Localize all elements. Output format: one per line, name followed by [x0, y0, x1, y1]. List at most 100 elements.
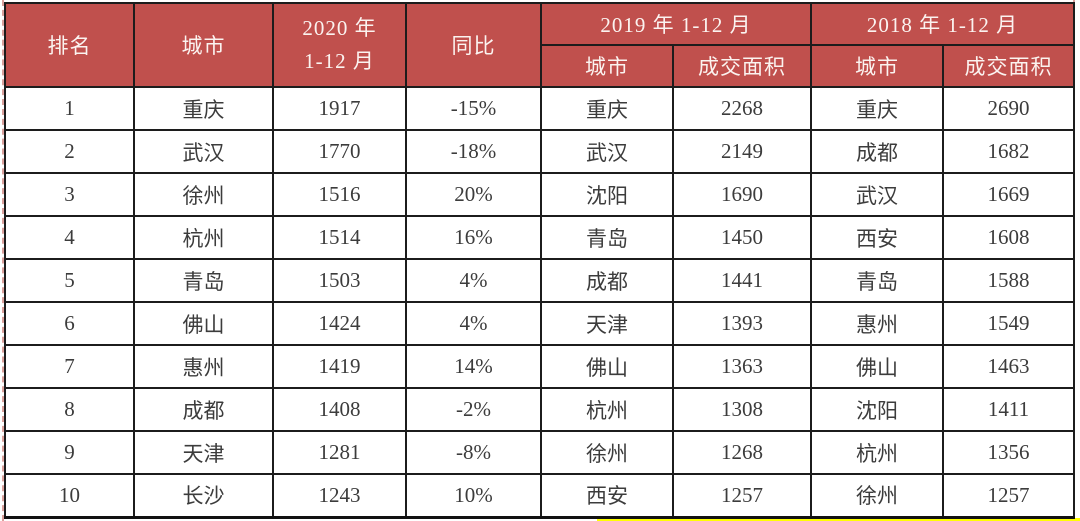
cell-city-2020: 武汉: [133, 129, 274, 174]
header-area-2019: 成交面积: [672, 44, 812, 88]
cell-yoy: -8%: [405, 430, 542, 475]
cell-city-2018: 徐州: [810, 473, 944, 518]
cell-yoy: 10%: [405, 473, 542, 518]
cell-city-2019: 武汉: [540, 129, 674, 174]
header-period-2020-line2: 1-12 月: [304, 49, 375, 73]
cell-city-2019: 青岛: [540, 215, 674, 260]
cell-city-2020: 惠州: [133, 344, 274, 389]
cell-city-2019: 沈阳: [540, 172, 674, 217]
cell-area-2020: 1514: [272, 215, 407, 260]
cell-area-2018: 1356: [942, 430, 1075, 475]
page-break-dash-left: [2, 0, 4, 521]
page-break-dash-right: [1073, 0, 1075, 521]
cell-rank: 1: [4, 86, 135, 131]
cell-rank: 2: [4, 129, 135, 174]
cell-area-2020: 1424: [272, 301, 407, 346]
cell-yoy: -15%: [405, 86, 542, 131]
header-period-2020: 2020 年 1-12 月: [272, 2, 407, 88]
header-city-2018: 城市: [810, 44, 944, 88]
cell-area-2018: 1411: [942, 387, 1075, 432]
cell-area-2019: 1308: [672, 387, 812, 432]
cell-city-2020: 徐州: [133, 172, 274, 217]
cell-city-2020: 佛山: [133, 301, 274, 346]
city-transaction-table: 排名 城市 2020 年 1-12 月 同比 2019 年 1-12 月 201…: [4, 2, 1075, 519]
table-row: 3 徐州 1516 20% 沈阳 1690 武汉 1669: [4, 172, 1075, 217]
cell-area-2020: 1516: [272, 172, 407, 217]
table-row: 1 重庆 1917 -15% 重庆 2268 重庆 2690: [4, 86, 1075, 131]
cell-city-2018: 武汉: [810, 172, 944, 217]
table-body: 1 重庆 1917 -15% 重庆 2268 重庆 2690 2 武汉 1770…: [4, 86, 1075, 518]
header-city-2019: 城市: [540, 44, 674, 88]
header-rank: 排名: [4, 2, 135, 88]
cell-area-2019: 1441: [672, 258, 812, 303]
cell-rank: 10: [4, 473, 135, 518]
cell-city-2018: 重庆: [810, 86, 944, 131]
cell-area-2019: 1257: [672, 473, 812, 518]
table-row: 5 青岛 1503 4% 成都 1441 青岛 1588: [4, 258, 1075, 303]
cell-city-2020: 天津: [133, 430, 274, 475]
cell-rank: 8: [4, 387, 135, 432]
cell-area-2020: 1503: [272, 258, 407, 303]
cell-yoy: 14%: [405, 344, 542, 389]
cell-area-2019: 2268: [672, 86, 812, 131]
header-period-2020-line1: 2020 年: [302, 16, 377, 41]
cell-city-2019: 杭州: [540, 387, 674, 432]
cell-area-2020: 1408: [272, 387, 407, 432]
cell-yoy: 20%: [405, 172, 542, 217]
cell-area-2018: 2690: [942, 86, 1075, 131]
cell-area-2018: 1463: [942, 344, 1075, 389]
cell-city-2020: 青岛: [133, 258, 274, 303]
header-area-2018: 成交面积: [942, 44, 1075, 88]
table-row: 4 杭州 1514 16% 青岛 1450 西安 1608: [4, 215, 1075, 260]
cell-area-2019: 1690: [672, 172, 812, 217]
cell-rank: 6: [4, 301, 135, 346]
cell-area-2018: 1549: [942, 301, 1075, 346]
cell-yoy: 4%: [405, 258, 542, 303]
cell-city-2020: 长沙: [133, 473, 274, 518]
table-row: 6 佛山 1424 4% 天津 1393 惠州 1549: [4, 301, 1075, 346]
header-city-2020: 城市: [133, 2, 274, 88]
table-header: 排名 城市 2020 年 1-12 月 同比 2019 年 1-12 月 201…: [4, 2, 1075, 88]
cell-area-2018: 1682: [942, 129, 1075, 174]
table-row: 10 长沙 1243 10% 西安 1257 徐州 1257: [4, 473, 1075, 518]
cell-area-2019: 1393: [672, 301, 812, 346]
cell-yoy: 4%: [405, 301, 542, 346]
cell-area-2018: 1608: [942, 215, 1075, 260]
cell-area-2019: 1268: [672, 430, 812, 475]
bottom-yellow-accent-line: [597, 518, 1080, 521]
cell-city-2019: 天津: [540, 301, 674, 346]
cell-city-2018: 西安: [810, 215, 944, 260]
cell-city-2020: 重庆: [133, 86, 274, 131]
table-row: 7 惠州 1419 14% 佛山 1363 佛山 1463: [4, 344, 1075, 389]
cell-city-2018: 惠州: [810, 301, 944, 346]
cell-area-2019: 1363: [672, 344, 812, 389]
cell-area-2020: 1917: [272, 86, 407, 131]
cell-city-2018: 杭州: [810, 430, 944, 475]
header-yoy: 同比: [405, 2, 542, 88]
table-row: 9 天津 1281 -8% 徐州 1268 杭州 1356: [4, 430, 1075, 475]
cell-area-2020: 1419: [272, 344, 407, 389]
cell-area-2020: 1281: [272, 430, 407, 475]
cell-area-2018: 1257: [942, 473, 1075, 518]
header-group-2019: 2019 年 1-12 月: [540, 2, 812, 46]
cell-city-2019: 佛山: [540, 344, 674, 389]
cell-rank: 7: [4, 344, 135, 389]
cell-city-2019: 西安: [540, 473, 674, 518]
cell-yoy: -2%: [405, 387, 542, 432]
cell-city-2018: 沈阳: [810, 387, 944, 432]
cell-area-2019: 1450: [672, 215, 812, 260]
table-row: 8 成都 1408 -2% 杭州 1308 沈阳 1411: [4, 387, 1075, 432]
cell-rank: 5: [4, 258, 135, 303]
cell-city-2018: 青岛: [810, 258, 944, 303]
cell-area-2018: 1669: [942, 172, 1075, 217]
cell-city-2019: 徐州: [540, 430, 674, 475]
table-row: 2 武汉 1770 -18% 武汉 2149 成都 1682: [4, 129, 1075, 174]
cell-city-2019: 重庆: [540, 86, 674, 131]
cell-yoy: 16%: [405, 215, 542, 260]
cell-city-2018: 成都: [810, 129, 944, 174]
cell-area-2020: 1770: [272, 129, 407, 174]
cell-rank: 3: [4, 172, 135, 217]
cell-city-2019: 成都: [540, 258, 674, 303]
cell-city-2020: 杭州: [133, 215, 274, 260]
